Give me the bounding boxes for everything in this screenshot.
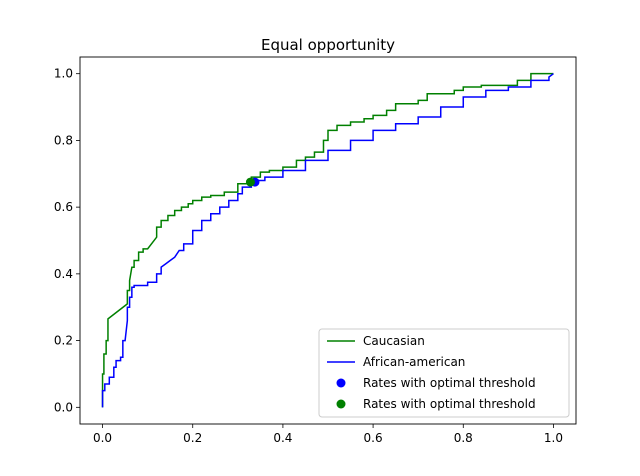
legend-label: Rates with optimal threshold	[363, 376, 536, 390]
legend-marker-swatch	[336, 399, 346, 409]
x-tick-label: 0.8	[454, 431, 473, 445]
axes-frame	[79, 56, 577, 425]
y-tick-label: 0.4	[54, 267, 73, 281]
legend-label: African-american	[363, 355, 465, 369]
y-tick-label: 0.0	[54, 400, 73, 414]
y-tick-label: 0.8	[54, 133, 73, 147]
x-tick-label: 0.2	[183, 431, 202, 445]
optimal-threshold-point-1	[245, 177, 255, 187]
chart-title: Equal opportunity	[261, 36, 395, 54]
x-tick-label: 0.6	[364, 431, 383, 445]
legend-box	[318, 328, 570, 418]
y-tick-label: 0.6	[54, 200, 73, 214]
x-tick-label: 0.4	[273, 431, 292, 445]
plot-area	[79, 56, 577, 425]
y-tick-label: 1.0	[54, 67, 73, 81]
legend-label: Caucasian	[363, 334, 425, 348]
axis-ticks: 0.0 0.2 0.4 0.6 0.8 1.0 0.0 0.2 0.4 0.6 0.8 1.0	[54, 67, 563, 445]
legend-marker-swatch	[336, 378, 346, 388]
legend-label: Rates with optimal threshold	[363, 397, 536, 411]
legend: Caucasian African-american Rates with opti…	[318, 328, 570, 418]
x-tick-label: 1.0	[544, 431, 563, 445]
series-line-1	[101, 73, 554, 408]
x-tick-label: 0.0	[93, 431, 112, 445]
series-line-0	[101, 72, 554, 408]
y-tick-label: 0.2	[54, 334, 73, 348]
